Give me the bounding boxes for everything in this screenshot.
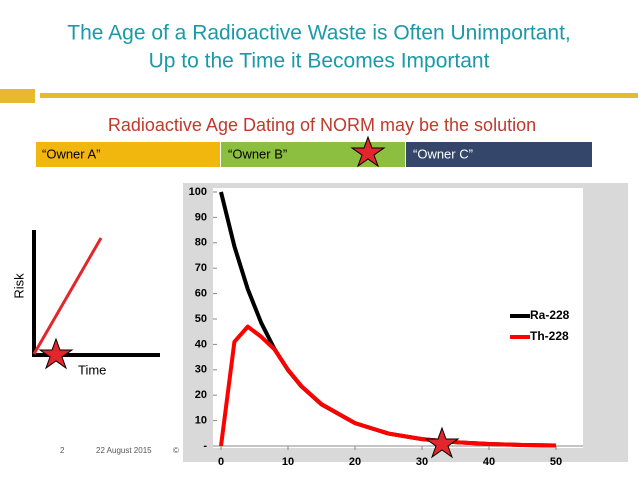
star — [424, 426, 460, 459]
risk-label: Risk — [11, 273, 26, 299]
y-tick-label: 90 — [195, 211, 207, 223]
x-tick-label: 40 — [483, 456, 495, 468]
time-label: Time — [78, 362, 106, 377]
owner-box — [36, 142, 220, 167]
risk-line — [32, 237, 103, 355]
star — [38, 337, 74, 370]
owner-label: “Owner B” — [228, 146, 287, 161]
accent-bar — [40, 93, 638, 98]
legend-label: Ra-228 — [530, 308, 570, 322]
x-tick-label: 10 — [282, 456, 294, 468]
footer-date: 22 August 2015 — [96, 446, 152, 455]
x-tick-label: 0 — [218, 456, 224, 468]
y-tick-label: 60 — [195, 288, 207, 300]
footer-copyright: © — [173, 446, 179, 455]
star — [350, 135, 386, 168]
accent-block — [0, 89, 35, 103]
chart: - 10 20 30 40 50 60 70 80 90 100 0 10 20 30 40 50 Ra-228 T… — [189, 186, 583, 468]
title-line: The Age of a Radioactive Waste is Often … — [67, 22, 570, 45]
y-tick-label: 20 — [195, 389, 207, 401]
x-tick-label: 30 — [416, 456, 428, 468]
series-line — [219, 324, 557, 448]
y-tick-label: - — [203, 440, 207, 452]
y-tick-label: 50 — [195, 313, 207, 325]
title-line: Up to the Time it Becomes Important — [149, 50, 490, 73]
owner-label: “Owner C” — [413, 146, 473, 161]
footer-page: 2 — [60, 446, 65, 455]
subtitle: Radioactive Age Dating of NORM may be th… — [108, 115, 536, 135]
y-tick-label: 40 — [195, 338, 207, 350]
y-tick-label: 100 — [189, 186, 207, 198]
y-tick-label: 70 — [195, 262, 207, 274]
y-tick-label: 80 — [195, 237, 207, 249]
y-tick-label: 10 — [195, 415, 207, 427]
owner-box — [406, 142, 592, 167]
x-tick-label: 50 — [550, 456, 562, 468]
legend-label: Th-228 — [530, 329, 569, 343]
owner-label: “Owner A” — [42, 146, 101, 161]
y-tick-label: 30 — [195, 364, 207, 376]
x-tick-label: 20 — [349, 456, 361, 468]
